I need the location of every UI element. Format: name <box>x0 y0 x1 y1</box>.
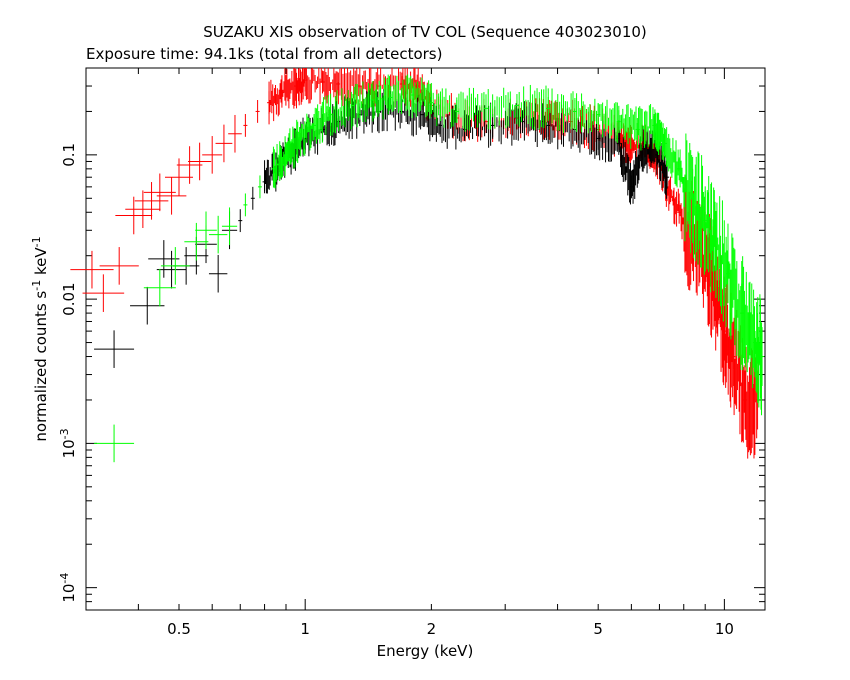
x-axis-label: Energy (keV) <box>377 642 474 660</box>
y-axis-label: normalized counts s-1 keV-1 <box>30 236 50 441</box>
y-axis-label-exp-2: -1 <box>30 236 43 247</box>
y-tick-label: 0.1 <box>60 143 78 167</box>
series-1 <box>94 89 670 368</box>
chart-subtitle: Exposure time: 94.1ks (total from all de… <box>86 45 442 63</box>
series-2 <box>94 74 765 463</box>
axes: 0.5 1 2 5 10 10-4 10-3 0.01 0.1 <box>58 67 765 638</box>
x-tick-label: 2 <box>427 620 437 638</box>
x-tick-label: 10 <box>715 620 734 638</box>
y-tick-label: 0.01 <box>60 282 78 315</box>
y-axis-label-unit: keV <box>32 247 50 275</box>
y-tick-label: 10-3 <box>58 428 78 458</box>
x-tick-label: 5 <box>593 620 603 638</box>
chart-title: SUZAKU XIS observation of TV COL (Sequen… <box>203 23 647 41</box>
plot-frame <box>85 67 766 611</box>
x-tick-label: 0.5 <box>167 620 191 638</box>
plot-area <box>70 68 765 463</box>
y-axis-label-main: normalized counts s <box>32 291 50 442</box>
x-tick-label: 1 <box>300 620 310 638</box>
y-axis-label-exp-1: -1 <box>30 280 43 291</box>
y-tick-label: 10-4 <box>58 573 78 603</box>
